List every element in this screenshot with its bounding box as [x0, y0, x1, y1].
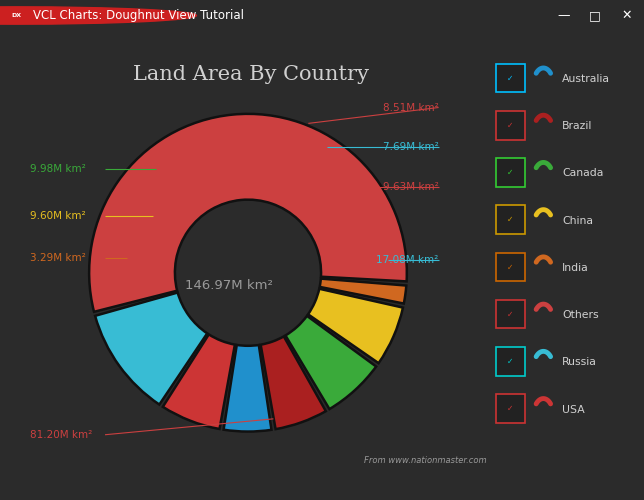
Text: □: □: [589, 9, 601, 22]
Wedge shape: [163, 334, 235, 429]
FancyBboxPatch shape: [496, 158, 524, 187]
Text: ✓: ✓: [507, 404, 513, 413]
Text: Brazil: Brazil: [562, 121, 592, 131]
FancyBboxPatch shape: [496, 347, 524, 376]
Text: 3.29M km²: 3.29M km²: [30, 254, 86, 264]
FancyBboxPatch shape: [496, 206, 524, 234]
Text: ✓: ✓: [507, 168, 513, 177]
Text: Others: Others: [562, 310, 599, 320]
Text: 9.63M km²: 9.63M km²: [383, 182, 439, 192]
Wedge shape: [308, 289, 403, 363]
Wedge shape: [319, 278, 406, 303]
Text: VCL Charts: Doughnut View Tutorial: VCL Charts: Doughnut View Tutorial: [33, 9, 245, 22]
Text: 17.08M km²: 17.08M km²: [376, 255, 439, 265]
Text: 9.60M km²: 9.60M km²: [30, 210, 86, 220]
Text: Canada: Canada: [562, 168, 603, 178]
Text: USA: USA: [562, 404, 585, 414]
Text: ✓: ✓: [507, 74, 513, 82]
Wedge shape: [261, 336, 326, 429]
Text: ✕: ✕: [621, 9, 632, 22]
FancyBboxPatch shape: [496, 111, 524, 140]
Text: Russia: Russia: [562, 358, 597, 368]
Text: —: —: [557, 9, 570, 22]
Text: 8.51M km²: 8.51M km²: [383, 102, 439, 113]
Text: 9.98M km²: 9.98M km²: [30, 164, 86, 174]
Circle shape: [0, 7, 196, 24]
Text: 7.69M km²: 7.69M km²: [383, 142, 439, 152]
Text: ✓: ✓: [507, 262, 513, 272]
Text: ✓: ✓: [507, 310, 513, 319]
Wedge shape: [285, 316, 376, 409]
FancyBboxPatch shape: [496, 394, 524, 423]
FancyBboxPatch shape: [496, 300, 524, 328]
Text: ✓: ✓: [507, 216, 513, 224]
Text: From www.nationmaster.com: From www.nationmaster.com: [364, 456, 486, 465]
Text: ✓: ✓: [507, 357, 513, 366]
FancyBboxPatch shape: [496, 64, 524, 92]
Text: Australia: Australia: [562, 74, 611, 84]
Text: 81.20M km²: 81.20M km²: [30, 430, 93, 440]
Text: Land Area By Country: Land Area By Country: [133, 65, 369, 84]
FancyBboxPatch shape: [496, 252, 524, 281]
Text: India: India: [562, 263, 589, 273]
Text: 146.97M km²: 146.97M km²: [185, 279, 273, 292]
Text: ✓: ✓: [507, 121, 513, 130]
Text: China: China: [562, 216, 593, 226]
Text: DX: DX: [11, 13, 21, 18]
Wedge shape: [223, 345, 272, 432]
Wedge shape: [89, 114, 407, 312]
Wedge shape: [95, 292, 207, 405]
